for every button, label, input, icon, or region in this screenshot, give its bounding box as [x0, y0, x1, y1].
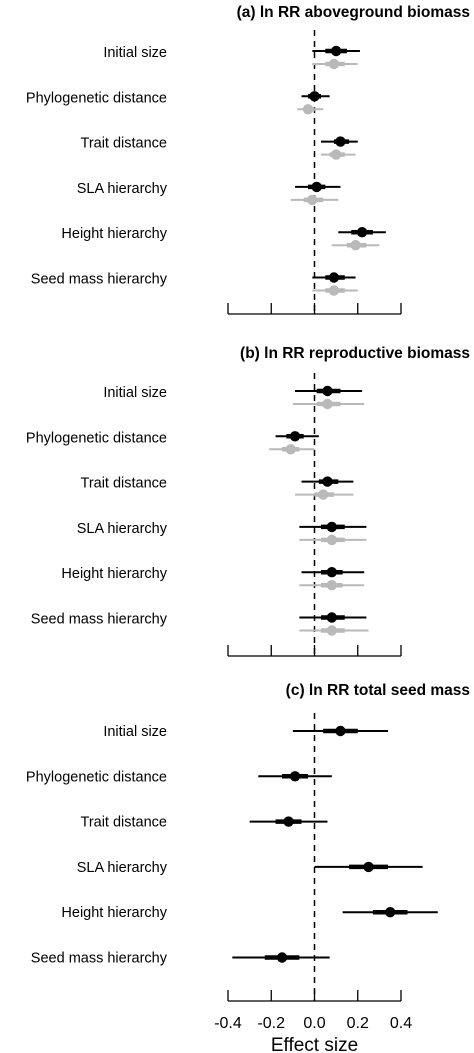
estimate-black-point: [356, 227, 368, 238]
row-label: SLA hierarchy: [77, 181, 168, 197]
panel-b: (b) ln RR reproductive biomass Initial si…: [26, 345, 470, 657]
row-label: Height hierarchy: [61, 905, 167, 921]
x-tick-label: 0.4: [390, 1015, 412, 1032]
estimate-gray-point: [328, 285, 340, 296]
estimate-black-point: [335, 725, 346, 737]
row-label: Seed mass hierarchy: [31, 272, 168, 288]
estimate-black-point: [283, 816, 294, 827]
row-label: Phylogenetic distance: [26, 430, 167, 446]
row-label: SLA hierarchy: [77, 860, 168, 876]
estimate-black-point: [384, 907, 396, 918]
estimate-black-point: [326, 521, 337, 533]
estimate-black-point: [289, 771, 301, 782]
estimate-gray-point: [322, 398, 333, 410]
estimate-gray-point: [330, 149, 342, 160]
estimate-black-point: [309, 91, 320, 102]
estimate-black-point: [311, 181, 322, 193]
row-label: Trait distance: [81, 815, 168, 831]
estimate-black-point: [326, 612, 337, 623]
estimate-black-point: [335, 136, 346, 147]
estimate-gray-point: [326, 625, 337, 636]
estimate-black-point: [289, 431, 301, 442]
row-label: Initial size: [103, 45, 167, 61]
row-label: Height hierarchy: [61, 226, 167, 242]
row-label: Phylogenetic distance: [26, 769, 167, 785]
estimate-gray-point: [326, 580, 337, 591]
row-label: SLA hierarchy: [77, 521, 168, 537]
estimate-black-point: [326, 567, 337, 578]
x-axis-label: Effect size: [271, 1035, 358, 1053]
x-tick-label: 0.0: [303, 1015, 325, 1032]
estimate-black-point: [322, 476, 333, 487]
x-tick-label: -0.4: [214, 1015, 242, 1032]
estimate-black-point: [363, 861, 374, 873]
row-label: Initial size: [103, 385, 167, 401]
estimate-gray-point: [328, 58, 340, 70]
x-tick-label: -0.2: [257, 1015, 285, 1032]
x-tick-label: 0.2: [347, 1015, 369, 1032]
row-label: Trait distance: [81, 476, 168, 492]
row-label: Phylogenetic distance: [26, 90, 167, 106]
estimate-black-point: [330, 45, 342, 57]
row-label: Initial size: [103, 724, 167, 740]
panel-c: (c) ln RR total seed mass Initial size Phy…: [26, 682, 470, 1053]
panel-a: (a) ln RR aboveground biomass Initial siz…: [26, 4, 470, 315]
estimate-gray-point: [317, 489, 329, 500]
estimate-gray-point: [307, 194, 318, 206]
panel-title: (a) ln RR aboveground biomass: [237, 4, 470, 21]
panel-title: (b) ln RR reproductive biomass: [240, 345, 470, 362]
estimate-gray-point: [285, 444, 296, 455]
estimate-black-point: [322, 385, 333, 397]
estimate-gray-point: [350, 240, 361, 251]
panel-title: (c) ln RR total seed mass: [286, 682, 470, 699]
estimate-gray-point: [326, 534, 337, 546]
row-label: Height hierarchy: [61, 566, 167, 582]
row-label: Seed mass hierarchy: [31, 612, 168, 628]
estimate-gray-point: [302, 104, 314, 115]
estimate-black-point: [328, 272, 340, 283]
row-label: Seed mass hierarchy: [31, 951, 168, 967]
estimate-black-point: [276, 952, 288, 963]
row-label: Trait distance: [81, 136, 168, 152]
